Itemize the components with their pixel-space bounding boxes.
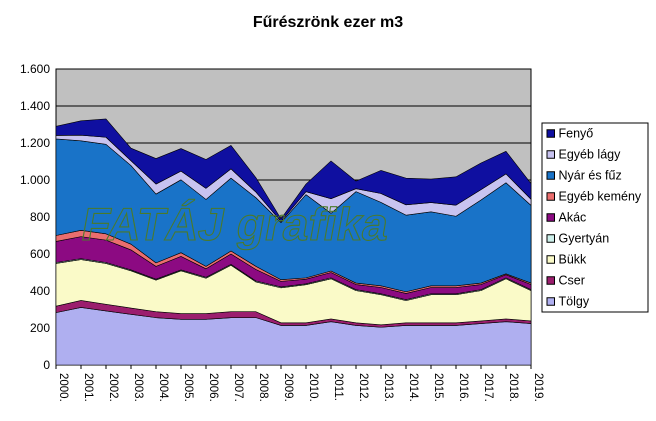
svg-text:2016.: 2016.: [457, 373, 469, 402]
svg-text:400: 400: [30, 284, 50, 298]
svg-text:2014.: 2014.: [407, 373, 419, 402]
svg-text:200: 200: [30, 321, 50, 335]
svg-text:2015.: 2015.: [432, 373, 444, 402]
svg-text:2006.: 2006.: [207, 373, 219, 402]
svg-text:2002.: 2002.: [107, 373, 119, 402]
svg-text:Egyéb lágy: Egyéb lágy: [559, 148, 622, 162]
svg-text:0: 0: [43, 358, 50, 372]
svg-text:2017.: 2017.: [482, 373, 494, 402]
svg-text:800: 800: [30, 210, 50, 224]
svg-text:1.600: 1.600: [20, 62, 50, 76]
svg-text:FATÁJ grafika: FATÁJ grafika: [78, 198, 394, 250]
svg-text:2008.: 2008.: [257, 373, 269, 402]
svg-text:600: 600: [30, 247, 50, 261]
svg-text:2000.: 2000.: [57, 373, 69, 402]
svg-text:Fenyő: Fenyő: [559, 127, 594, 141]
svg-text:2018.: 2018.: [507, 373, 519, 402]
svg-text:Cser: Cser: [559, 274, 585, 288]
svg-text:2004.: 2004.: [157, 373, 169, 402]
svg-text:Tölgy: Tölgy: [559, 295, 590, 309]
svg-text:2009.: 2009.: [282, 373, 294, 402]
svg-text:2001.: 2001.: [82, 373, 94, 402]
svg-text:2003.: 2003.: [132, 373, 144, 402]
svg-text:2013.: 2013.: [382, 373, 394, 402]
svg-text:1.400: 1.400: [20, 99, 50, 113]
svg-text:2012.: 2012.: [357, 373, 369, 402]
svg-text:1.000: 1.000: [20, 173, 50, 187]
svg-text:Egyéb kemény: Egyéb kemény: [559, 190, 642, 204]
svg-text:1.200: 1.200: [20, 136, 50, 150]
svg-text:2019.: 2019.: [532, 373, 544, 402]
svg-text:2007.: 2007.: [232, 373, 244, 402]
svg-text:2011.: 2011.: [332, 373, 344, 401]
svg-text:Nyár és fűz: Nyár és fűz: [559, 169, 622, 183]
svg-text:Gyertyán: Gyertyán: [559, 232, 610, 246]
svg-text:Akác: Akác: [559, 211, 587, 225]
svg-text:2010.: 2010.: [307, 373, 319, 402]
svg-text:2005.: 2005.: [182, 373, 194, 402]
svg-text:Bükk: Bükk: [559, 253, 588, 267]
